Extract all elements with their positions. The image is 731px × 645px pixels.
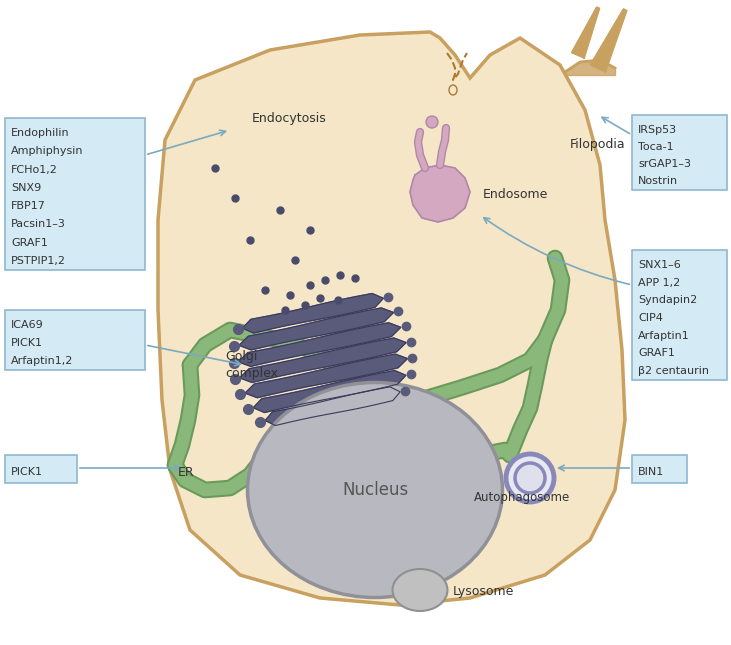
Ellipse shape xyxy=(426,116,438,128)
FancyBboxPatch shape xyxy=(5,310,145,370)
Polygon shape xyxy=(410,165,470,222)
Text: Nucleus: Nucleus xyxy=(342,481,408,499)
FancyBboxPatch shape xyxy=(5,118,145,270)
Text: Lysosome: Lysosome xyxy=(453,586,515,599)
Polygon shape xyxy=(245,354,407,398)
Polygon shape xyxy=(265,387,400,426)
Text: CIP4: CIP4 xyxy=(638,313,663,323)
FancyBboxPatch shape xyxy=(5,455,77,483)
Text: Syndapin2: Syndapin2 xyxy=(638,295,697,305)
Polygon shape xyxy=(572,8,599,57)
Polygon shape xyxy=(240,338,406,382)
Text: APP 1,2: APP 1,2 xyxy=(638,277,681,288)
Text: IRSp53: IRSp53 xyxy=(638,124,677,135)
Text: Endophilin: Endophilin xyxy=(11,128,69,138)
Text: Golgi
complex: Golgi complex xyxy=(225,350,278,380)
Text: PICK1: PICK1 xyxy=(11,338,43,348)
Text: srGAP1–3: srGAP1–3 xyxy=(638,159,691,169)
Text: SNX1–6: SNX1–6 xyxy=(638,260,681,270)
Text: Endosome: Endosome xyxy=(483,188,548,201)
Text: Arfaptin1: Arfaptin1 xyxy=(638,331,690,341)
Text: Amphiphysin: Amphiphysin xyxy=(11,146,83,156)
FancyBboxPatch shape xyxy=(632,455,687,483)
Text: Nostrin: Nostrin xyxy=(638,176,678,186)
Text: ER: ER xyxy=(178,466,194,479)
Text: FCHo1,2: FCHo1,2 xyxy=(11,164,58,175)
Polygon shape xyxy=(243,293,383,333)
Text: SNX9: SNX9 xyxy=(11,183,41,193)
Text: GRAF1: GRAF1 xyxy=(638,348,675,359)
Ellipse shape xyxy=(393,569,447,611)
Ellipse shape xyxy=(515,463,545,493)
FancyBboxPatch shape xyxy=(632,250,727,380)
Polygon shape xyxy=(591,9,626,72)
Text: Autophagosome: Autophagosome xyxy=(474,491,570,504)
Text: Filopodia: Filopodia xyxy=(570,138,626,151)
Polygon shape xyxy=(158,32,625,605)
Text: Arfaptin1,2: Arfaptin1,2 xyxy=(11,356,73,366)
Text: FBP17: FBP17 xyxy=(11,201,46,211)
Ellipse shape xyxy=(449,85,457,95)
Text: ICA69: ICA69 xyxy=(11,320,44,330)
Text: PSTPIP1,2: PSTPIP1,2 xyxy=(11,256,66,266)
Ellipse shape xyxy=(506,454,554,502)
Polygon shape xyxy=(253,370,406,413)
Polygon shape xyxy=(239,308,393,350)
Text: GRAF1: GRAF1 xyxy=(11,237,48,248)
Text: PICK1: PICK1 xyxy=(11,467,43,477)
Text: Pacsin1–3: Pacsin1–3 xyxy=(11,219,66,230)
Text: Toca-1: Toca-1 xyxy=(638,142,674,152)
Text: Endocytosis: Endocytosis xyxy=(252,112,327,125)
Ellipse shape xyxy=(248,382,502,597)
Polygon shape xyxy=(238,322,401,366)
Text: BIN1: BIN1 xyxy=(638,467,664,477)
Text: β2 centaurin: β2 centaurin xyxy=(638,366,709,376)
FancyBboxPatch shape xyxy=(632,115,727,190)
